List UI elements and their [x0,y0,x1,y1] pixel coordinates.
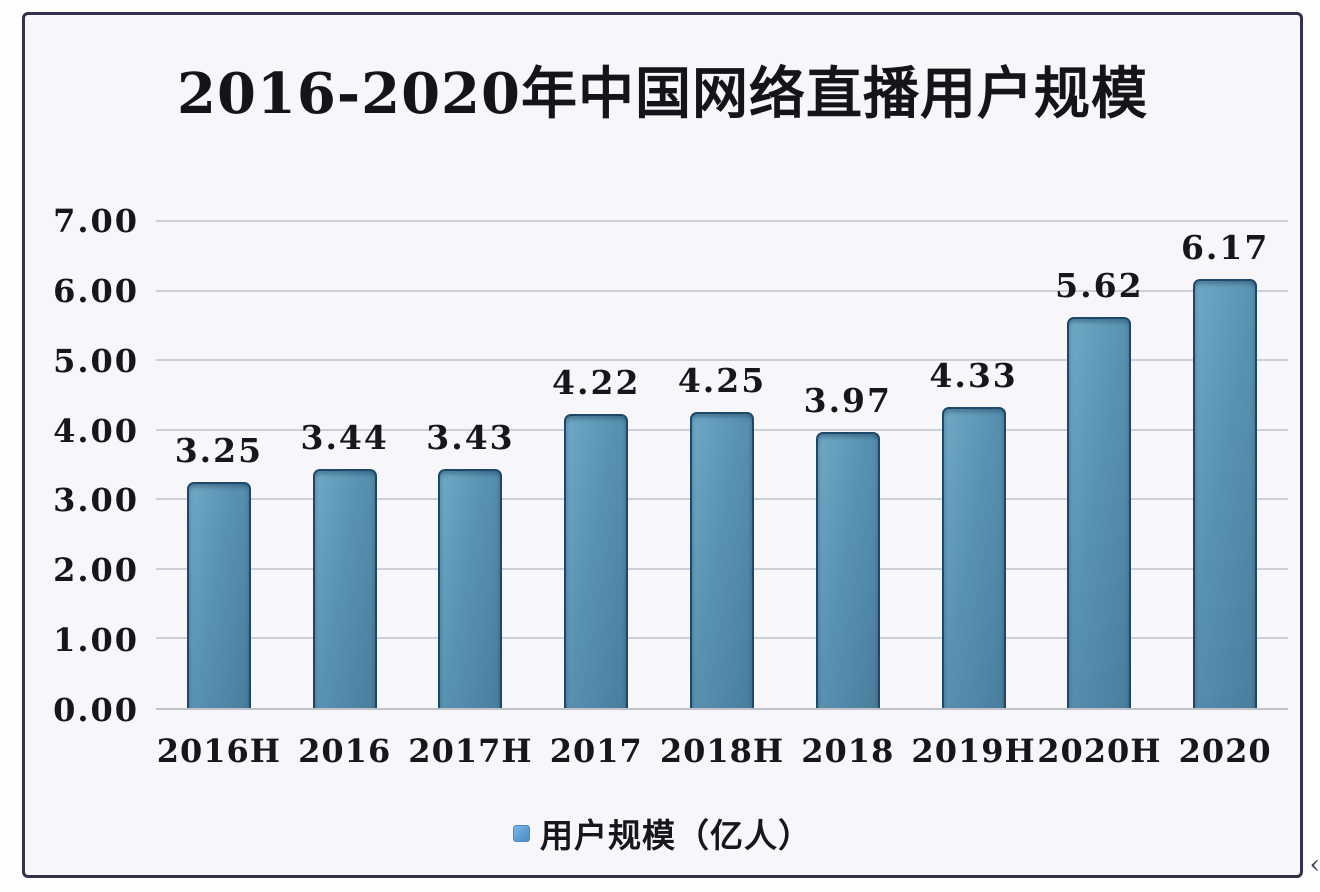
bar-value-label: 3.43 [426,418,515,458]
x-tick-label: 2019H [911,732,1036,770]
bar-value-label: 4.25 [677,361,767,401]
bar-value-label: 3.44 [300,417,389,457]
bar-column: 4.22 [533,221,659,708]
y-tick-label: 6.00 [53,271,139,310]
x-tick-label: 2020H [1037,732,1162,770]
x-tick-label: 2018H [659,732,785,770]
x-tick-label: 2016 [298,732,392,770]
x-category-cell: 2019H [911,728,1037,774]
bar-column: 3.25 [156,221,282,708]
y-tick-label: 4.00 [53,411,139,450]
legend: 用户规模（亿人） [25,809,1300,857]
gridline [156,289,1288,292]
x-category-cell: 2018H [659,728,785,774]
bar [438,469,503,708]
chart-frame: 2016-2020年中国网络直播用户规模 7.00 6.00 5.00 4.00 3.0… [22,12,1303,878]
x-tick-label: 2020 [1178,732,1272,770]
legend-marker-icon [513,824,530,842]
y-tick-label: 5.00 [53,341,139,380]
bar-value-label: 3.25 [174,430,264,470]
y-tick-label: 3.00 [53,481,139,520]
x-category-cell: 2020 [1162,728,1288,774]
bar-column: 3.44 [282,221,408,708]
y-tick-label: 0.00 [53,691,139,729]
plot-area: 3.25 3.44 3.43 4.22 4.25 3.97 4.33 5.62 6.17 [156,220,1288,710]
legend-label: 用户规模（亿人） [540,816,812,855]
bar-column: 3.97 [785,221,911,708]
chart-title: 2016-2020年中国网络直播用户规模 [177,61,1148,127]
x-tick-label: 2017H [408,732,533,770]
bar [941,406,1006,708]
bar [1193,278,1258,708]
x-axis: 2016H 2016 2017H 2017 2018H 2018 2019H 2020H 202… [156,728,1288,774]
x-category-cell: 2016H [156,728,282,774]
x-category-cell: 2018 [785,728,911,774]
bar-value-label: 4.33 [929,355,1018,395]
bar [1067,317,1132,708]
bar-value-label: 4.22 [552,363,641,403]
x-tick-label: 2017 [549,732,643,770]
bar [186,481,251,708]
bar-value-label: 3.97 [803,380,892,420]
bar-value-label: 5.62 [1055,266,1144,306]
bar-value-label: 6.17 [1180,227,1270,267]
y-tick-label: 2.00 [53,551,139,590]
bars-container: 3.25 3.44 3.43 4.22 4.25 3.97 4.33 5.62 6.17 [156,221,1288,708]
bar-column: 4.25 [659,221,785,708]
x-category-cell: 2016 [282,728,408,774]
bar-column: 6.17 [1162,221,1288,708]
gridline [156,220,1288,222]
x-category-cell: 2017H [408,728,534,774]
bar-column: 4.33 [911,221,1037,708]
corner-artifact-icon: ‹ [1309,850,1320,880]
bar [564,414,629,708]
gridline [156,359,1288,362]
bar-column: 5.62 [1036,221,1162,708]
bar [690,412,755,708]
y-tick-label: 7.00 [53,202,139,240]
bar [815,431,880,708]
y-axis: 7.00 6.00 5.00 4.00 3.00 2.00 1.00 0.00 [25,202,143,729]
x-tick-label: 2016H [156,732,282,770]
bar-column: 3.43 [408,221,534,708]
bar [312,468,377,708]
y-tick-label: 1.00 [53,621,139,660]
x-category-cell: 2017 [533,728,659,774]
x-tick-label: 2018 [801,732,895,770]
x-category-cell: 2020H [1036,728,1162,774]
